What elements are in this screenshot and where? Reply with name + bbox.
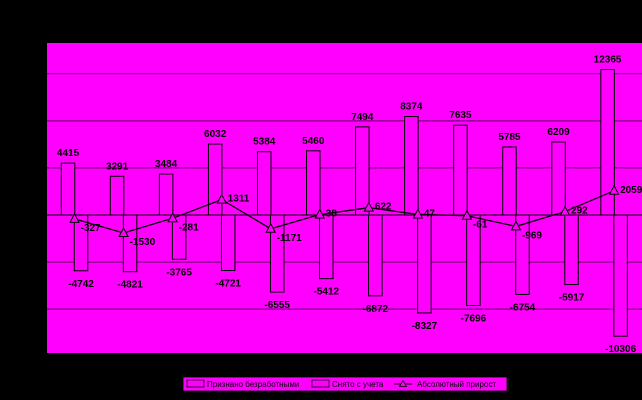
legend-label-series-3: Абсолютный прирост [417, 380, 496, 389]
line-marker-6 [314, 208, 326, 219]
line-marker-12 [608, 184, 620, 195]
bar-series-2-7 [368, 214, 383, 297]
data-label-series-1-6: 5460 [302, 136, 325, 147]
legend: Признано безработными Снято с учета Абсо… [182, 376, 508, 392]
data-label-series-2-4: -4721 [215, 279, 241, 290]
data-label-series-3-2: -1530 [130, 237, 156, 248]
bar-series-2-6 [319, 214, 334, 280]
data-label-series-2-6: -5412 [313, 287, 339, 298]
line-series-path [74, 190, 615, 234]
legend-triangle-marker [398, 379, 408, 387]
data-label-series-3-12: 2059 [620, 185, 642, 196]
data-label-series-1-9: 7635 [449, 110, 472, 121]
legend-label-series-1: Признано безработными [207, 380, 299, 389]
legend-swatch-series-1 [186, 379, 205, 388]
line-marker-3 [167, 212, 178, 223]
data-label-series-1-10: 5785 [498, 132, 521, 143]
data-label-series-1-11: 6209 [547, 127, 570, 138]
data-label-series-1-7: 7494 [351, 112, 374, 123]
data-label-series-1-5: 5384 [253, 137, 276, 148]
line-series [69, 184, 620, 237]
data-label-series-1-1: 4415 [57, 148, 80, 159]
data-label-series-3-1: -327 [81, 223, 101, 234]
data-label-series-2-5: -6555 [264, 300, 290, 311]
bar-series-1-2 [109, 175, 125, 216]
data-label-series-3-6: 38 [326, 209, 338, 220]
data-label-series-3-8: 47 [424, 208, 436, 219]
line-marker-1 [69, 212, 80, 223]
data-label-series-1-3: 3484 [155, 159, 178, 170]
data-label-series-2-10: -6754 [510, 302, 536, 313]
data-labels: 4415 3291 3484 6032 5384 5460 7494 8374 7635 5785… [57, 55, 642, 356]
bar-series-1-1 [60, 162, 76, 216]
line-marker-2 [118, 226, 129, 237]
bar-series-2-4 [220, 214, 236, 272]
bar-series-2-12 [613, 214, 628, 337]
data-label-series-2-12: -10306 [605, 344, 637, 355]
data-label-series-1-8: 8374 [400, 102, 423, 113]
data-label-series-3-3: -281 [179, 222, 199, 233]
bar-series-2-11 [564, 214, 579, 286]
data-label-series-2-1: -4742 [68, 279, 94, 290]
bar-series-1-5 [256, 151, 272, 216]
bar-series-1-3 [158, 173, 174, 216]
data-label-series-3-9: -61 [473, 220, 488, 231]
data-label-series-3-10: -969 [522, 230, 542, 241]
line-marker-8 [412, 208, 424, 219]
data-label-series-3-5: -1171 [277, 233, 302, 244]
data-label-series-2-3: -3765 [166, 267, 192, 278]
legend-box [182, 376, 508, 392]
bar-series-1-9 [453, 124, 468, 216]
line-marker-5 [265, 222, 277, 233]
data-label-series-3-4: 1311 [228, 194, 250, 205]
bar-series-1-8 [404, 116, 419, 216]
data-label-series-2-11: -5917 [559, 293, 585, 304]
data-label-series-2-8: -8327 [412, 321, 438, 332]
data-label-series-2-9: -7696 [461, 314, 487, 325]
data-label-series-2-2: -4821 [117, 280, 143, 291]
line-marker-11 [559, 205, 571, 216]
line-marker-4 [216, 193, 228, 204]
line-marker-10 [510, 220, 522, 231]
legend-label-series-2: Снято с учета [332, 380, 384, 389]
data-label-series-2-7: -6872 [363, 304, 389, 315]
legend-swatch-series-2 [311, 379, 330, 388]
bar-series-2-8 [417, 214, 432, 314]
data-label-series-1-12: 12365 [594, 55, 622, 66]
bar-series-1-7 [355, 126, 370, 216]
plot-area [47, 43, 642, 353]
data-label-series-1-2: 3291 [106, 161, 129, 172]
line-marker-9 [461, 209, 473, 220]
line-marker-7 [363, 201, 375, 212]
bar-series-1-11 [551, 141, 566, 216]
data-label-series-3-7: 622 [375, 202, 392, 213]
data-label-series-1-4: 6032 [204, 129, 227, 140]
gridlines [47, 73, 642, 310]
data-label-series-3-11: 292 [571, 206, 588, 217]
bar-series-1-10 [502, 146, 517, 216]
bar-series-1-6 [306, 150, 321, 216]
